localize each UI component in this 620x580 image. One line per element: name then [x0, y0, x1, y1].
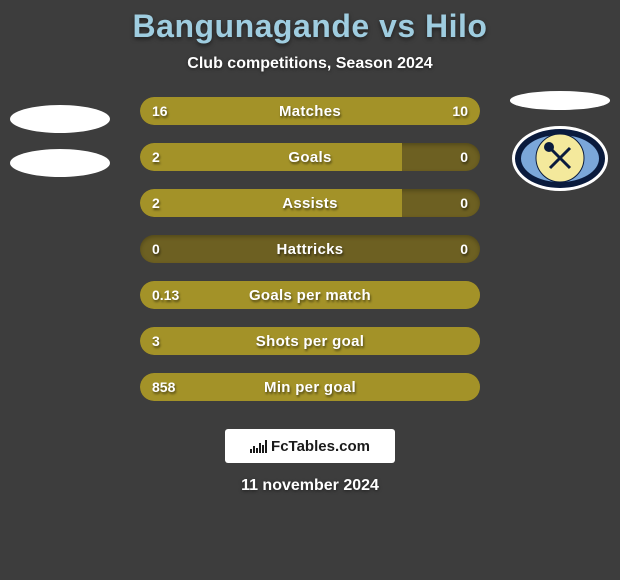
stat-rows: 1610Matches 20Goals 20Assists 00Hattricks 0.… [140, 97, 480, 401]
crest-svg-icon [535, 133, 585, 183]
subtitle: Club competitions, Season 2024 [0, 55, 620, 73]
date-text: 11 november 2024 [0, 477, 620, 495]
stat-row: 20Assists [140, 189, 480, 217]
page-title: Bangunagande vs Hilo [0, 8, 620, 45]
stat-label: Goals per match [140, 281, 480, 309]
brand-text: FcTables.com [271, 438, 370, 455]
stat-label: Assists [140, 189, 480, 217]
placeholder-oval-icon [10, 149, 110, 177]
stat-row: 00Hattricks [140, 235, 480, 263]
stat-row: 3Shots per goal [140, 327, 480, 355]
stat-row: 0.13Goals per match [140, 281, 480, 309]
stat-label: Min per goal [140, 373, 480, 401]
stat-label: Hattricks [140, 235, 480, 263]
placeholder-oval-icon [10, 105, 110, 133]
right-player-badge [510, 91, 610, 191]
placeholder-oval-icon [510, 91, 610, 110]
stat-row: 858Min per goal [140, 373, 480, 401]
stats-area: 1610Matches 20Goals 20Assists 00Hattricks 0.… [0, 97, 620, 401]
bar-chart-icon [250, 439, 267, 453]
crest-inner [521, 135, 599, 182]
comparison-card: Bangunagande vs Hilo Club competitions, … [0, 0, 620, 580]
club-crest-icon [512, 126, 608, 191]
stat-row: 1610Matches [140, 97, 480, 125]
brand-badge: FcTables.com [225, 429, 395, 463]
stat-label: Goals [140, 143, 480, 171]
stat-label: Matches [140, 97, 480, 125]
stat-label: Shots per goal [140, 327, 480, 355]
stat-row: 20Goals [140, 143, 480, 171]
left-player-badge [10, 91, 110, 191]
